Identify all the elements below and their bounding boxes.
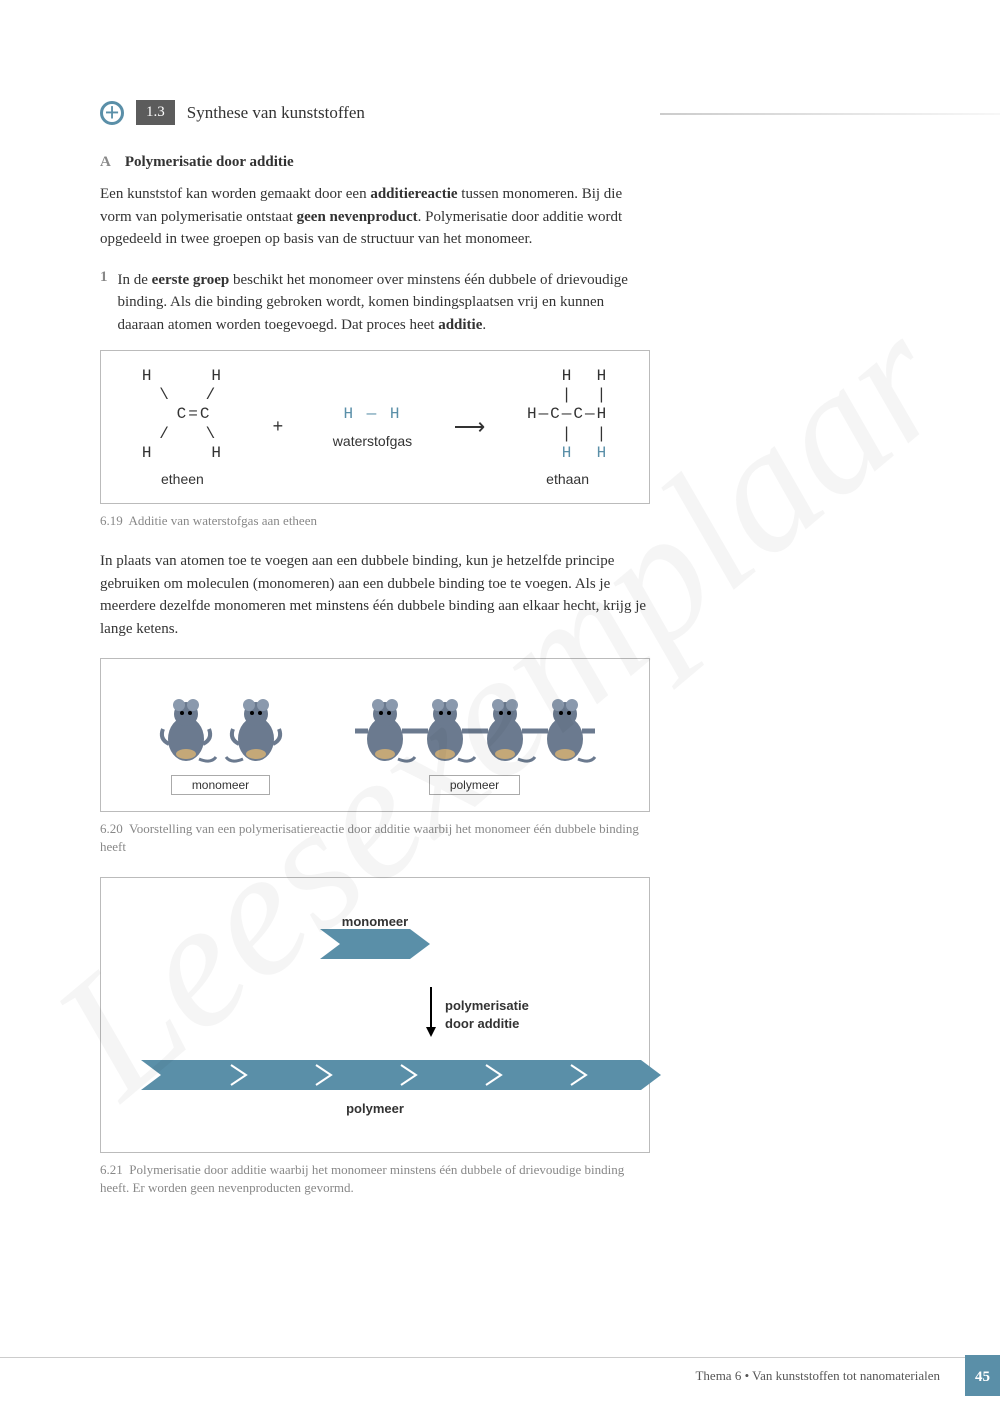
figure-620-box: monomeer (100, 658, 650, 812)
text: . (482, 317, 486, 333)
etheen-molecule: H H \ / C=C / \H H etheen (142, 367, 223, 487)
subsection: A Polymerisatie door additie Een kunstst… (100, 153, 650, 1197)
text: In de (118, 272, 152, 288)
monomer-label: monomeer (171, 775, 270, 795)
plus-icon: + (100, 101, 124, 125)
bold-term: additiereactie (370, 186, 457, 202)
page-number: 45 (965, 1355, 1000, 1396)
bold-term: eerste groep (152, 272, 230, 288)
item-text: In de eerste groep beschikt het monomeer… (118, 269, 651, 337)
mouse-icon (530, 689, 600, 769)
waterstof-label: waterstofgas (333, 433, 412, 449)
polymer-diagram: monomeer polymerisatie door additie (121, 894, 629, 1136)
numbered-item: 1 In de eerste groep beschikt het monome… (100, 269, 650, 337)
monomer-shape-icon (320, 929, 430, 959)
header-rule (660, 113, 1000, 115)
monomer-label: monomeer (141, 914, 609, 929)
reaction-arrow-icon: ⟶ (454, 414, 486, 440)
chemical-reaction: H H \ / C=C / \H H etheen + H — H waters… (121, 367, 629, 487)
bold-term: additie (438, 317, 482, 333)
plus-symbol: + (273, 416, 284, 437)
subsection-title: Polymerisatie door additie (125, 154, 294, 170)
hydrogen-molecule: H — H waterstofgas (333, 405, 412, 448)
figure-619-box: H H \ / C=C / \H H etheen + H — H waters… (100, 350, 650, 504)
item-number: 1 (100, 269, 108, 337)
section-header: + 1.3 Synthese van kunststoffen (100, 100, 650, 125)
caption-text: Polymerisatie door additie waarbij het m… (100, 1162, 624, 1195)
polymer-shape-icon (141, 1060, 661, 1090)
figure-620-caption: 6.20 Voorstelling van een polymerisatier… (100, 820, 650, 856)
process-text-1: polymerisatie (445, 998, 529, 1013)
figure-621-box: monomeer polymerisatie door additie (100, 877, 650, 1153)
polymer-label: polymeer (141, 1101, 609, 1116)
monomer-mice: monomeer (151, 689, 291, 795)
page-content: + 1.3 Synthese van kunststoffen A Polyme… (0, 0, 770, 1197)
ethaan-molecule: H H | |H—C—C—H | | H H ethaan (527, 367, 608, 487)
text: Een kunststof kan worden gemaakt door ee… (100, 186, 370, 202)
page-footer: Thema 6 • Van kunststoffen tot nanomater… (0, 1357, 1000, 1384)
footer-text: Thema 6 • Van kunststoffen tot nanomater… (0, 1368, 1000, 1384)
paragraph-2: In plaats van atomen toe te voegen aan e… (100, 550, 650, 640)
process-arrow: polymerisatie door additie (141, 987, 609, 1037)
ethaan-label: ethaan (527, 471, 608, 487)
section-number: 1.3 (136, 100, 175, 125)
caption-number: 6.20 (100, 821, 123, 836)
mouse-icon (221, 689, 291, 769)
caption-number: 6.21 (100, 1162, 123, 1177)
intro-paragraph: Een kunststof kan worden gemaakt door ee… (100, 183, 650, 251)
figure-621-caption: 6.21 Polymerisatie door additie waarbij … (100, 1161, 650, 1197)
mice-illustration: monomeer (121, 675, 629, 795)
subsection-label: A (100, 154, 111, 170)
polymer-label: polymeer (429, 775, 520, 795)
caption-number: 6.19 (100, 513, 123, 528)
section-title: Synthese van kunststoffen (187, 103, 365, 123)
etheen-label: etheen (142, 471, 223, 487)
subsection-header: A Polymerisatie door additie (100, 153, 650, 171)
caption-text: Additie van waterstofgas aan etheen (129, 513, 317, 528)
process-text-2: door additie (445, 1016, 519, 1031)
mouse-icon (151, 689, 221, 769)
caption-text: Voorstelling van een polymerisatiereacti… (100, 821, 639, 854)
figure-619-caption: 6.19 Additie van waterstofgas aan etheen (100, 512, 650, 530)
bold-term: geen nevenproduct (297, 209, 418, 225)
polymer-mice: polymeer (350, 689, 600, 795)
